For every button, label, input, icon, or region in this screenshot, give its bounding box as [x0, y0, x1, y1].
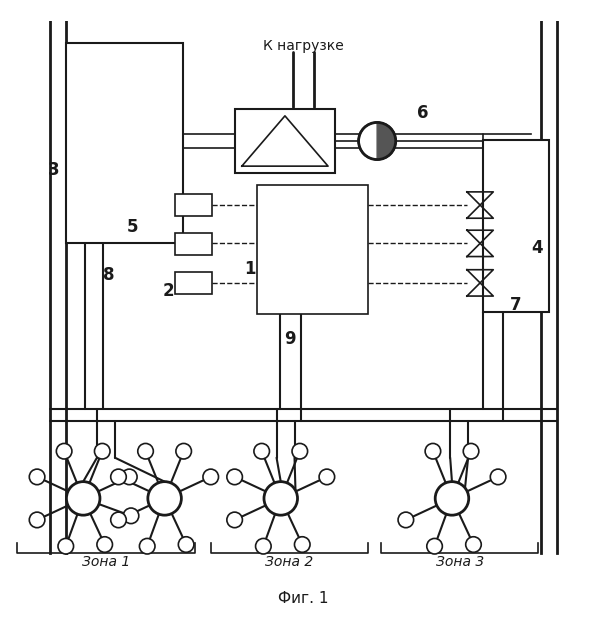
Circle shape — [425, 444, 441, 459]
Circle shape — [58, 538, 73, 554]
Circle shape — [97, 537, 112, 552]
Text: К нагрузке: К нагрузке — [263, 39, 344, 53]
Circle shape — [138, 444, 154, 459]
Circle shape — [227, 512, 242, 528]
Text: 6: 6 — [418, 104, 429, 122]
Circle shape — [178, 537, 194, 552]
Text: 8: 8 — [103, 266, 115, 284]
Circle shape — [66, 482, 100, 515]
Circle shape — [227, 469, 242, 484]
Text: 4: 4 — [531, 239, 543, 257]
Bar — [175, 232, 212, 255]
Circle shape — [110, 469, 126, 484]
Circle shape — [463, 444, 479, 459]
Circle shape — [56, 444, 72, 459]
Circle shape — [121, 469, 137, 484]
Circle shape — [435, 482, 469, 515]
Circle shape — [466, 537, 481, 552]
Text: 1: 1 — [244, 260, 256, 278]
Text: Зона 1: Зона 1 — [82, 555, 130, 569]
Circle shape — [254, 444, 270, 459]
Text: Зона 3: Зона 3 — [436, 555, 484, 569]
Bar — [66, 43, 183, 243]
Circle shape — [123, 508, 139, 524]
Bar — [175, 272, 212, 294]
Text: 7: 7 — [510, 296, 522, 314]
Circle shape — [176, 444, 191, 459]
Circle shape — [398, 512, 413, 528]
Text: Зона 2: Зона 2 — [265, 555, 313, 569]
Text: 3: 3 — [47, 161, 59, 179]
Bar — [235, 109, 335, 173]
Text: Фиг. 1: Фиг. 1 — [278, 591, 329, 607]
Circle shape — [29, 512, 45, 528]
Circle shape — [256, 538, 271, 554]
Circle shape — [110, 512, 126, 528]
Circle shape — [148, 482, 181, 515]
Bar — [483, 140, 549, 312]
Circle shape — [292, 444, 308, 459]
Circle shape — [319, 469, 334, 484]
Circle shape — [140, 538, 155, 554]
Circle shape — [203, 469, 219, 484]
Circle shape — [294, 537, 310, 552]
Circle shape — [95, 444, 110, 459]
Text: 5: 5 — [127, 218, 138, 236]
Circle shape — [359, 122, 396, 159]
Bar — [175, 195, 212, 216]
Circle shape — [490, 469, 506, 484]
Circle shape — [427, 538, 443, 554]
Polygon shape — [377, 122, 396, 159]
Text: 2: 2 — [163, 282, 175, 300]
Circle shape — [264, 482, 297, 515]
Bar — [257, 186, 368, 314]
Text: 9: 9 — [285, 330, 296, 348]
Circle shape — [29, 469, 45, 484]
